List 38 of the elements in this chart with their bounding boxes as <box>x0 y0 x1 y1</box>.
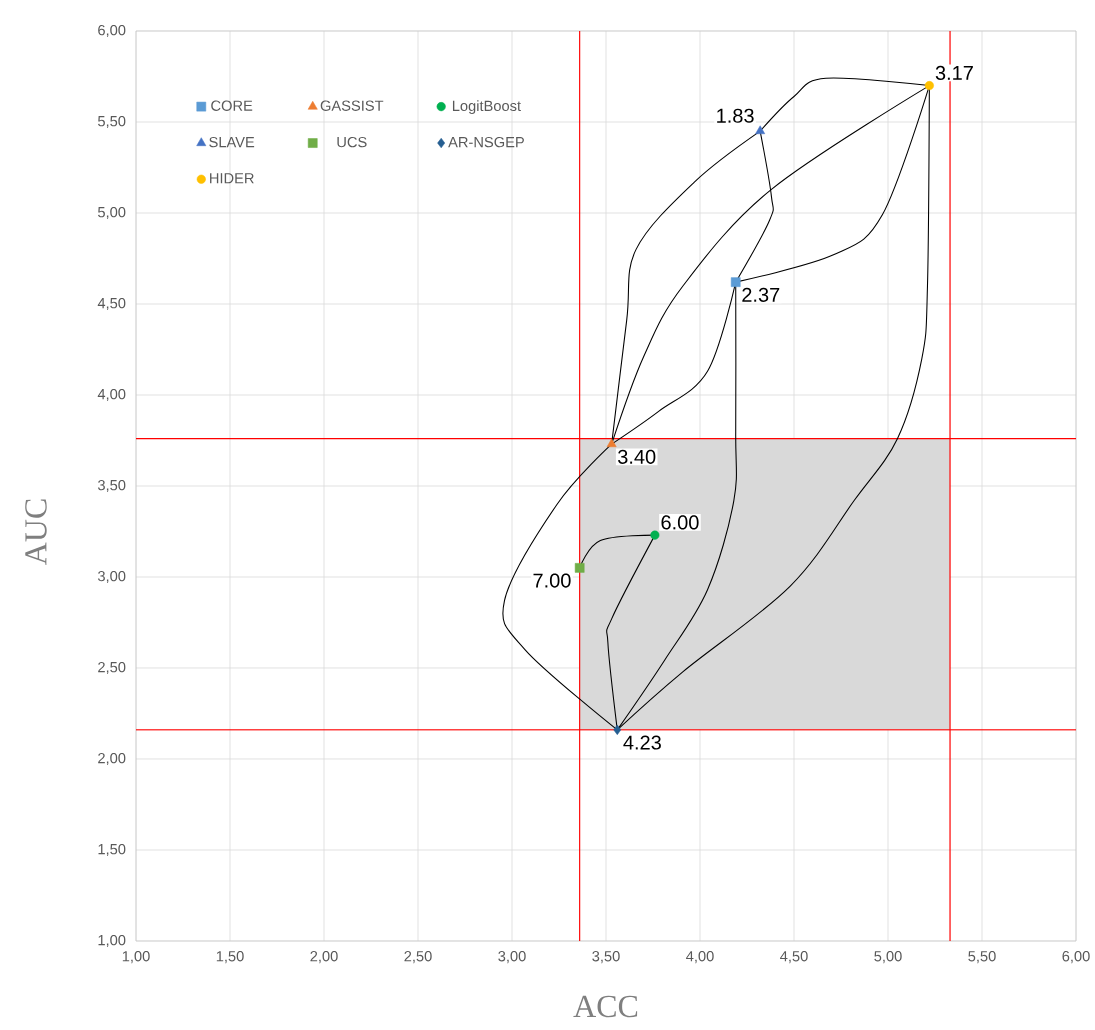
legend-label: SLAVE <box>209 136 255 148</box>
x-tick-label: 4,50 <box>780 951 808 964</box>
y-tick-label: 5,00 <box>98 206 126 220</box>
annotation: 4.23 <box>623 735 661 750</box>
x-axis-title: ACC <box>573 995 638 1018</box>
x-tick-label: 2,00 <box>310 951 338 964</box>
annotation: 7.00 <box>533 573 571 588</box>
y-tick-label: 5,50 <box>98 115 126 129</box>
x-tick-label: 5,00 <box>874 951 902 964</box>
x-tick-label: 2,50 <box>404 951 432 964</box>
y-tick-label: 1,50 <box>98 843 126 857</box>
annotation: 1.83 <box>717 108 754 123</box>
x-tick-label: 3,50 <box>592 951 620 964</box>
y-tick-label: 4,00 <box>97 388 126 402</box>
y-tick-label: 1,00 <box>98 934 126 948</box>
x-tick-label: 6,00 <box>1062 951 1090 964</box>
y-tick-label: 3,50 <box>97 479 126 493</box>
legend-label: GASSIST <box>320 100 384 111</box>
x-tick-label: 1,50 <box>216 951 244 964</box>
x-tick-label: 1,00 <box>122 951 150 964</box>
x-tick-label: 5,50 <box>968 951 996 964</box>
y-tick-label: 2,00 <box>98 752 126 766</box>
legend-label: HIDER <box>210 173 254 184</box>
y-axis-title: AUC <box>25 499 47 565</box>
legend-label: AR-NSGEP <box>448 136 524 148</box>
y-tick-label: 2,50 <box>98 661 126 675</box>
annotation: 2.37 <box>742 287 780 302</box>
legend-label: LogitBoost <box>452 100 521 114</box>
y-tick-label: 6,00 <box>98 24 126 38</box>
annotation: 6.00 <box>661 515 699 530</box>
y-tick-label: 3,00 <box>97 570 126 584</box>
legend-label: CORE <box>211 100 253 111</box>
annotation: 3.40 <box>618 449 656 464</box>
y-tick-label: 4,50 <box>97 297 126 311</box>
x-tick-label: 3,00 <box>498 951 526 964</box>
annotation: 3.17 <box>935 65 973 80</box>
x-tick-label: 4,00 <box>686 951 714 964</box>
legend-label: UCS <box>337 136 367 148</box>
